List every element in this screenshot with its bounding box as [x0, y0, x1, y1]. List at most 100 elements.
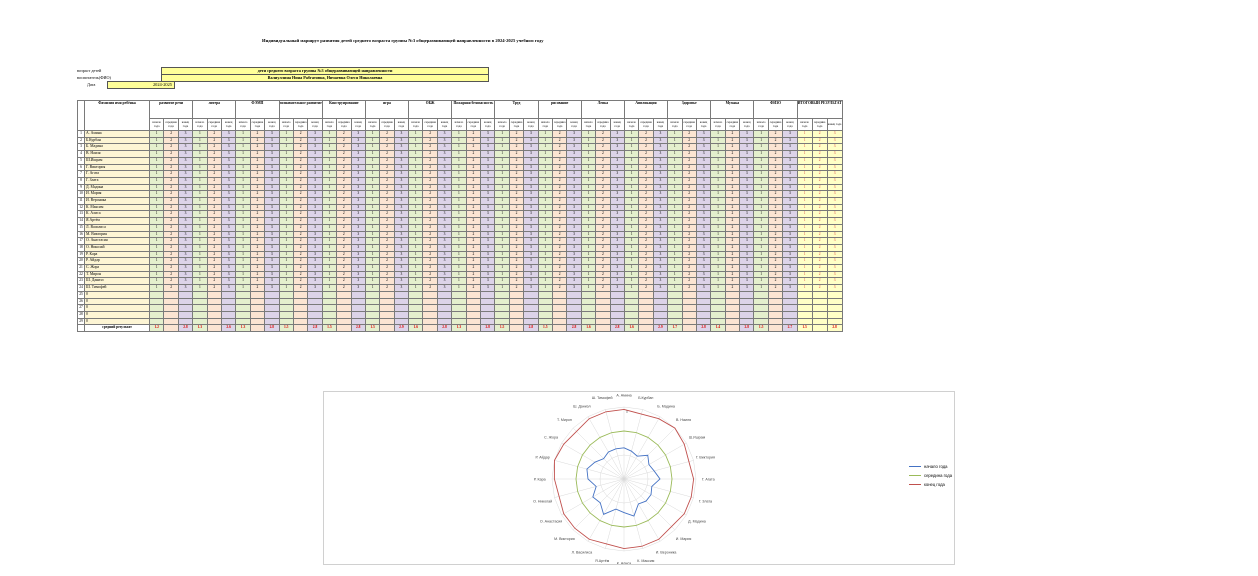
- result-cell[interactable]: [811, 290, 828, 299]
- score-cell[interactable]: 2: [551, 230, 568, 239]
- result-cell[interactable]: 1: [796, 143, 813, 152]
- score-cell[interactable]: 1: [408, 170, 424, 178]
- score-cell[interactable]: 2: [379, 143, 395, 152]
- score-cell[interactable]: 3: [307, 230, 323, 239]
- score-cell[interactable]: 3: [739, 203, 755, 212]
- score-cell[interactable]: 2: [508, 136, 525, 145]
- score-cell[interactable]: [537, 311, 553, 319]
- score-cell[interactable]: 3: [523, 277, 539, 286]
- score-cell[interactable]: 3: [264, 210, 280, 219]
- score-cell[interactable]: 3: [609, 243, 625, 252]
- score-cell[interactable]: 3: [695, 203, 712, 212]
- score-cell[interactable]: 1: [710, 190, 726, 199]
- score-cell[interactable]: 3: [782, 264, 798, 272]
- score-cell[interactable]: 1: [537, 237, 553, 245]
- score-cell[interactable]: 3: [739, 130, 755, 138]
- score-cell[interactable]: 1: [408, 270, 424, 279]
- score-cell[interactable]: 2: [595, 250, 611, 259]
- child-name[interactable]: Д. Мадина: [84, 183, 150, 192]
- score-cell[interactable]: 1: [753, 250, 769, 259]
- score-cell[interactable]: [508, 304, 525, 312]
- score-cell[interactable]: 2: [206, 257, 222, 266]
- score-cell[interactable]: 1: [623, 217, 640, 225]
- child-name[interactable]: Г. Злата: [84, 176, 150, 185]
- score-cell[interactable]: [393, 304, 410, 312]
- score-cell[interactable]: 1: [148, 217, 165, 225]
- score-cell[interactable]: 1: [623, 190, 640, 199]
- score-cell[interactable]: 1: [278, 203, 294, 212]
- score-cell[interactable]: 3: [480, 257, 496, 266]
- score-cell[interactable]: 1: [753, 163, 769, 172]
- score-cell[interactable]: 3: [307, 136, 323, 145]
- score-cell[interactable]: 2: [681, 150, 697, 158]
- score-cell[interactable]: 1: [192, 237, 208, 245]
- score-cell[interactable]: 3: [220, 237, 237, 245]
- score-cell[interactable]: 2: [508, 250, 525, 259]
- score-cell[interactable]: 3: [652, 284, 669, 292]
- score-cell[interactable]: 3: [782, 150, 798, 158]
- score-cell[interactable]: 1: [408, 130, 424, 138]
- score-cell[interactable]: 1: [192, 250, 208, 259]
- result-cell[interactable]: [826, 297, 843, 306]
- score-cell[interactable]: 3: [480, 130, 496, 138]
- score-cell[interactable]: [695, 290, 712, 299]
- score-cell[interactable]: 3: [350, 257, 366, 266]
- score-cell[interactable]: 3: [436, 136, 453, 145]
- score-cell[interactable]: 1: [364, 237, 381, 245]
- result-cell[interactable]: 2: [811, 183, 828, 192]
- score-cell[interactable]: 3: [307, 237, 323, 245]
- score-cell[interactable]: 3: [177, 277, 194, 286]
- score-cell[interactable]: 2: [724, 163, 741, 172]
- score-cell[interactable]: 2: [681, 183, 697, 192]
- score-cell[interactable]: 3: [264, 150, 280, 158]
- score-cell[interactable]: 3: [652, 156, 669, 165]
- score-cell[interactable]: 3: [566, 257, 582, 266]
- score-cell[interactable]: 3: [739, 136, 755, 145]
- score-cell[interactable]: 1: [537, 257, 553, 266]
- score-cell[interactable]: [739, 311, 755, 319]
- score-cell[interactable]: [494, 297, 510, 306]
- score-cell[interactable]: 3: [609, 277, 625, 286]
- score-cell[interactable]: 2: [551, 257, 568, 266]
- score-cell[interactable]: 3: [652, 217, 669, 225]
- score-cell[interactable]: 3: [739, 150, 755, 158]
- score-cell[interactable]: [408, 297, 424, 306]
- score-cell[interactable]: 3: [782, 203, 798, 212]
- score-cell[interactable]: 2: [724, 284, 741, 292]
- score-cell[interactable]: [292, 317, 309, 326]
- score-cell[interactable]: 1: [580, 130, 597, 138]
- score-cell[interactable]: 2: [681, 257, 697, 266]
- score-cell[interactable]: 1: [494, 277, 510, 286]
- score-cell[interactable]: [192, 304, 208, 312]
- score-cell[interactable]: 1: [710, 176, 726, 185]
- score-cell[interactable]: 2: [595, 183, 611, 192]
- score-cell[interactable]: 1: [623, 143, 640, 152]
- score-cell[interactable]: 1: [321, 183, 338, 192]
- score-cell[interactable]: 2: [465, 163, 482, 172]
- score-cell[interactable]: 1: [623, 150, 640, 158]
- score-cell[interactable]: [321, 304, 338, 312]
- score-cell[interactable]: 1: [537, 197, 553, 205]
- score-cell[interactable]: 2: [465, 143, 482, 152]
- score-cell[interactable]: 3: [220, 203, 237, 212]
- score-cell[interactable]: 3: [393, 176, 410, 185]
- score-cell[interactable]: 3: [393, 197, 410, 205]
- score-cell[interactable]: 1: [537, 284, 553, 292]
- score-cell[interactable]: 2: [508, 243, 525, 252]
- score-cell[interactable]: 1: [321, 277, 338, 286]
- score-cell[interactable]: 3: [350, 250, 366, 259]
- score-cell[interactable]: [192, 311, 208, 319]
- score-cell[interactable]: 3: [652, 203, 669, 212]
- score-cell[interactable]: 2: [379, 257, 395, 266]
- score-cell[interactable]: 1: [753, 203, 769, 212]
- score-cell[interactable]: 2: [379, 197, 395, 205]
- score-cell[interactable]: 2: [465, 250, 482, 259]
- score-cell[interactable]: 3: [523, 284, 539, 292]
- score-cell[interactable]: 2: [681, 264, 697, 272]
- score-cell[interactable]: 3: [393, 183, 410, 192]
- score-cell[interactable]: 1: [235, 190, 251, 199]
- score-cell[interactable]: 2: [724, 203, 741, 212]
- score-cell[interactable]: 2: [292, 284, 309, 292]
- score-cell[interactable]: 1: [623, 230, 640, 239]
- score-cell[interactable]: 1: [451, 250, 467, 259]
